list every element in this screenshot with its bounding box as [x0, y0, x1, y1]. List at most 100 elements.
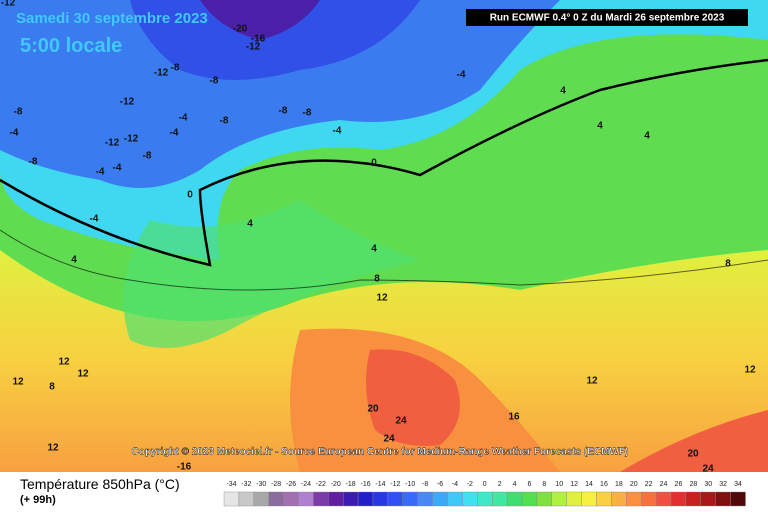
contour-label: 12	[586, 376, 598, 387]
contour-label: 12	[47, 443, 59, 454]
scale-swatch	[238, 491, 254, 507]
contour-label: -8	[171, 63, 180, 74]
contour-label: -8	[29, 157, 38, 168]
scale-swatch	[343, 491, 359, 507]
scale-swatch	[298, 491, 314, 507]
contour-label: -8	[279, 106, 288, 117]
scale-label: 0	[483, 481, 487, 488]
contour-label: -8	[303, 108, 312, 119]
scale-swatch	[655, 491, 672, 507]
contour-label: -8	[220, 116, 229, 127]
contour-label: -12	[105, 138, 120, 149]
contour-label: 4	[247, 219, 253, 230]
scale-label: 20	[630, 481, 638, 488]
contour-label: -20	[233, 24, 248, 35]
scale-swatch	[432, 491, 448, 507]
scale-swatch	[626, 491, 642, 507]
contour-label: 12	[77, 369, 89, 380]
scale-label: 10	[555, 481, 563, 488]
contour-label: -8	[210, 76, 219, 87]
scale-swatch	[328, 491, 344, 507]
contour-label: 20	[687, 449, 699, 460]
scale-label: -14	[375, 481, 385, 488]
scale-label: -10	[405, 481, 415, 488]
contour-label: -4	[457, 70, 466, 81]
scale-swatch	[447, 491, 463, 507]
forecast-date: Samedi 30 septembre 2023	[16, 10, 208, 27]
contour-label: 16	[508, 412, 520, 423]
scale-swatch	[357, 491, 374, 507]
scale-label: 28	[689, 481, 697, 488]
scale-label: 6	[527, 481, 531, 488]
contour-label: 20	[367, 404, 379, 415]
scale-swatch	[402, 491, 418, 507]
contour-label: -4	[333, 126, 342, 137]
contour-label: 8	[374, 274, 380, 285]
scale-label: -18	[346, 481, 356, 488]
forecast-time: 5:00 locale	[20, 35, 122, 57]
scale-label: 8	[542, 481, 546, 488]
contour-label: -4	[10, 128, 19, 139]
contour-label: 4	[560, 86, 566, 97]
scale-label: -34	[226, 481, 236, 488]
scale-label: -30	[256, 481, 266, 488]
contour-label: -4	[170, 128, 179, 139]
contour-labels: -12-20-16-12-12 -8-8-44-12-8-4 -8-8 -8-4 -4-…	[1, 0, 756, 475]
scale-label: -24	[301, 481, 311, 488]
contour-label: -4	[113, 163, 122, 174]
scale-label: -6	[437, 481, 443, 488]
scale-swatch	[536, 491, 553, 507]
copyright: Copyright © 2023 Meteociel.fr - Source E…	[132, 447, 629, 458]
contour-label: -12	[120, 97, 135, 108]
scale-label: -16	[360, 481, 370, 488]
contour-label: 24	[383, 434, 395, 445]
scale-swatch	[641, 491, 657, 507]
scale-swatch	[685, 491, 702, 507]
scale-swatch	[715, 491, 731, 507]
scale-swatch	[596, 491, 612, 507]
scale-swatch	[477, 491, 493, 507]
scale-label: -8	[422, 481, 428, 488]
contour-label: -12	[154, 68, 169, 79]
scale-label: -12	[390, 481, 400, 488]
contour-label: 4	[644, 131, 650, 142]
scale-swatch	[492, 491, 508, 507]
contour-label: -4	[90, 214, 99, 225]
scale-swatch	[551, 491, 567, 507]
scale-swatch	[313, 491, 329, 507]
scale-swatch	[223, 491, 240, 507]
scale-swatch	[462, 491, 478, 507]
contour-label: -16	[251, 34, 266, 45]
scale-swatch	[670, 491, 687, 507]
contour-label: 4	[597, 121, 603, 132]
scale-swatch	[372, 491, 389, 507]
contour-label: -4	[96, 167, 105, 178]
scale-label: -20	[331, 481, 341, 488]
scale-swatch	[417, 491, 433, 507]
contour-label: 4	[71, 255, 77, 266]
scale-label: 26	[675, 481, 683, 488]
scale-swatch	[611, 491, 627, 507]
contour-label: 0	[371, 158, 377, 169]
field	[0, 0, 768, 472]
scale-label: -4	[452, 481, 458, 488]
scale-label: 12	[570, 481, 578, 488]
color-scale: -34 -32 -30 -28 -26 -24 -22 -20 -18 -16 -14 -12 -10-…	[223, 481, 746, 507]
scale-label: 32	[719, 481, 727, 488]
contour-label: -12	[1, 0, 16, 9]
scale-label: 14	[585, 481, 593, 488]
scale-label: 24	[660, 481, 668, 488]
contour-label: 12	[376, 293, 388, 304]
scale-swatch	[387, 491, 403, 507]
contour-label: -8	[143, 151, 152, 162]
contour-label: 8	[725, 259, 731, 270]
scale-label: -28	[271, 481, 281, 488]
legend-title: Température 850hPa (°C)	[20, 476, 180, 492]
run-box	[466, 9, 748, 26]
scale-swatch	[253, 491, 269, 507]
scale-swatch	[581, 491, 597, 507]
contour-label: 12	[744, 365, 756, 376]
contour-label: -12	[246, 42, 261, 53]
